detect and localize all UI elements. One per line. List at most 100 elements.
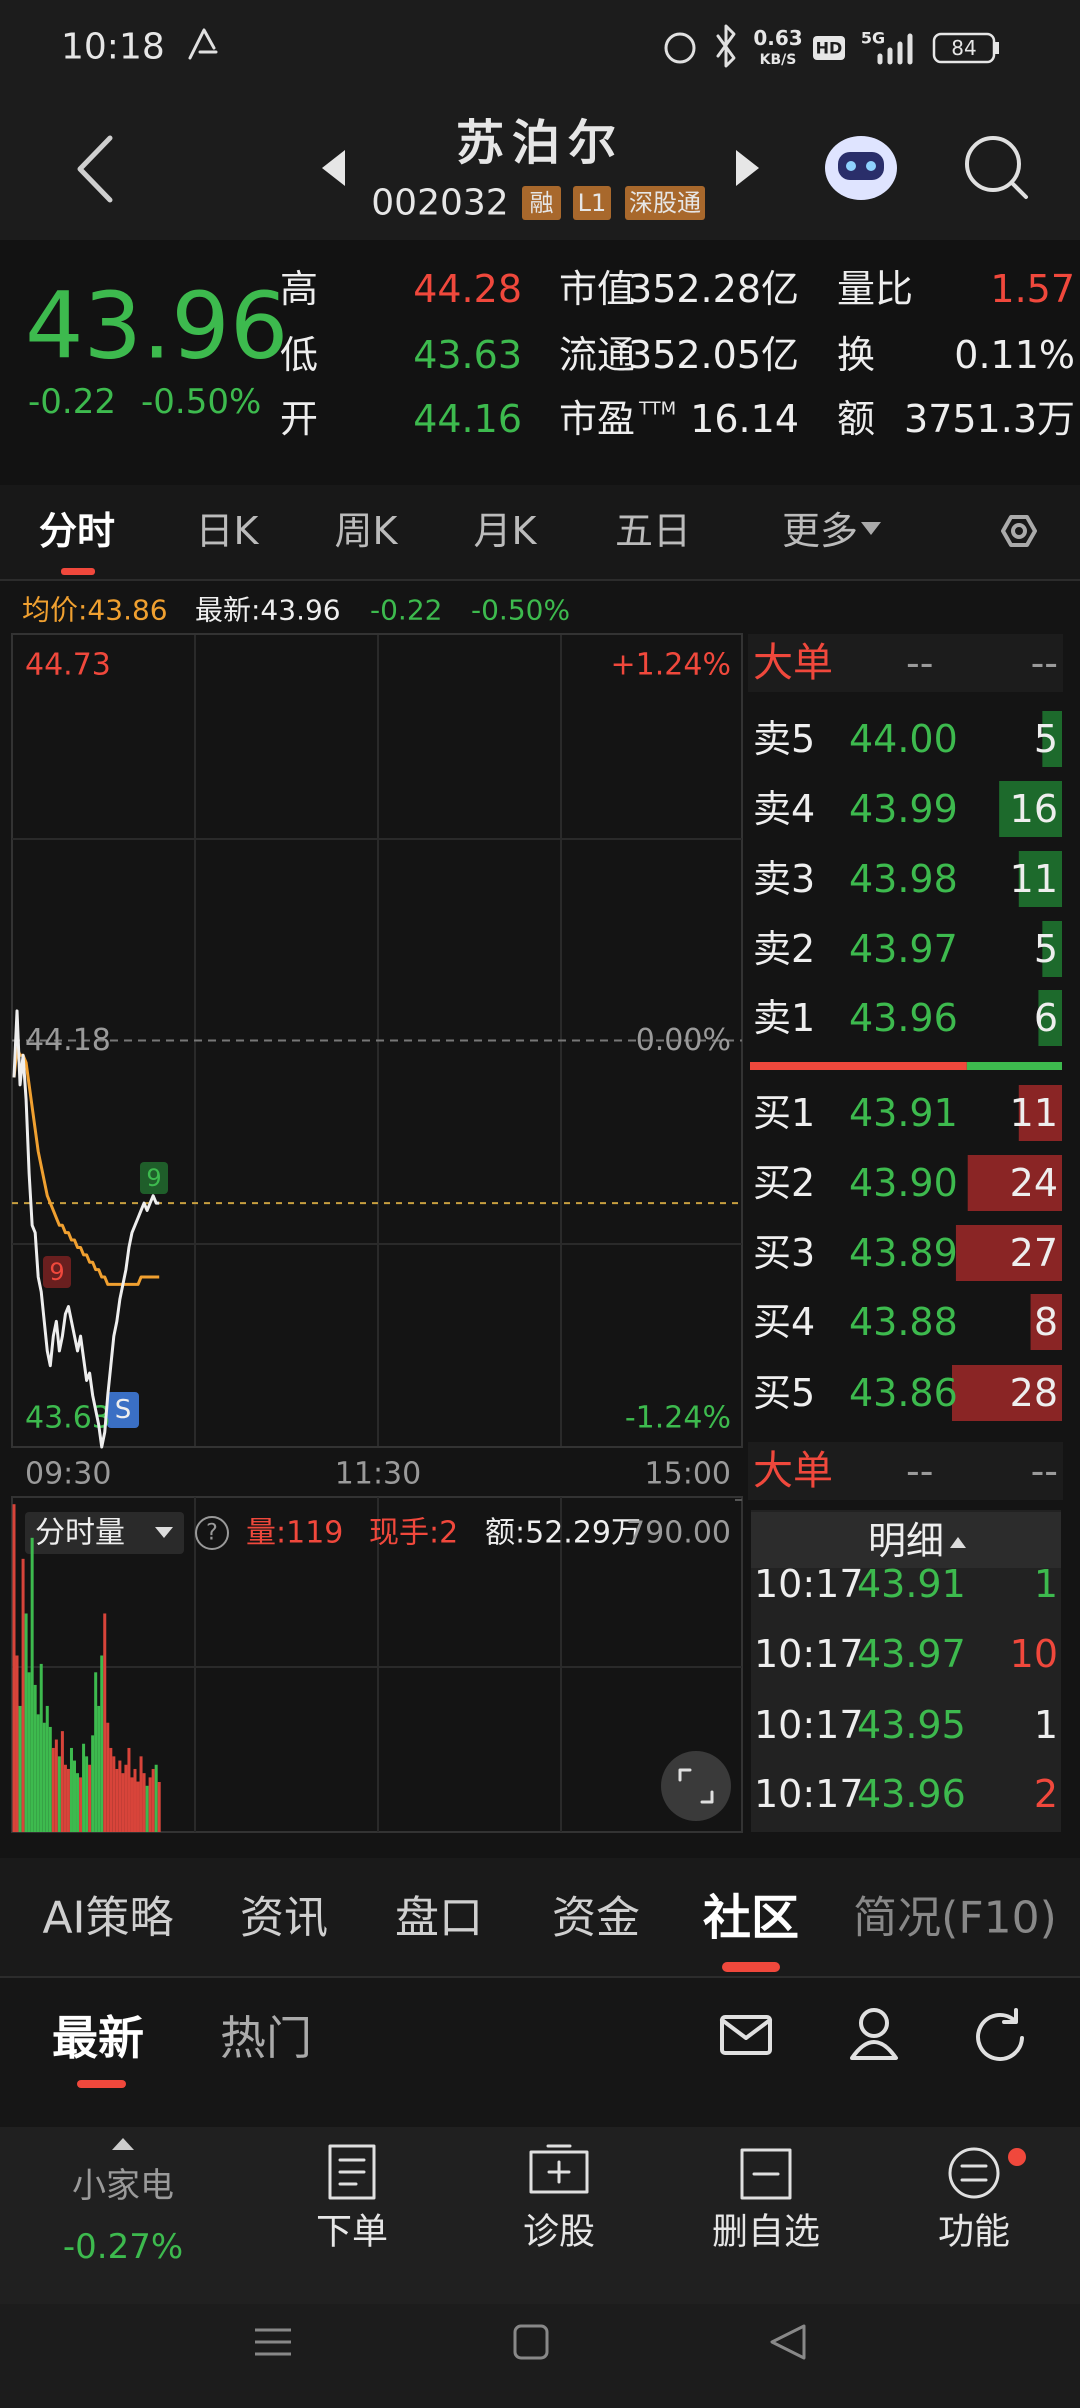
stock-name: 苏泊尔 — [456, 115, 624, 171]
volume-bar — [33, 1684, 37, 1832]
volume-bar — [79, 1777, 83, 1832]
trades-title: 明细 — [868, 1519, 944, 1563]
section-tab[interactable]: 社区 — [703, 1890, 799, 1946]
stat-value: 352.05亿 — [628, 333, 799, 377]
help-circle[interactable] — [195, 1516, 229, 1550]
volume-bar — [121, 1773, 125, 1832]
profile-button[interactable] — [859, 2008, 889, 2038]
stat-label: 高 — [280, 267, 318, 311]
volume-selector[interactable]: 分时量 — [35, 1516, 125, 1551]
mail-button[interactable] — [720, 2015, 772, 2055]
chart-tab[interactable]: 日K — [196, 509, 260, 553]
chart-tab[interactable]: 月K — [474, 509, 538, 553]
stat-value: 1.57 — [990, 267, 1075, 311]
volume-bar — [124, 1764, 128, 1832]
depth-price: 43.88 — [849, 1300, 958, 1344]
amount: 额:52.29万 — [485, 1516, 641, 1551]
menu-key[interactable] — [255, 2328, 291, 2356]
big-order-bg — [748, 1442, 1063, 1500]
price-change-pct: -0.50% — [141, 382, 261, 422]
trade-volume: 1 — [1034, 1703, 1058, 1747]
battery-label: 84 — [951, 36, 976, 60]
order-icon — [328, 2144, 376, 2200]
depth-price: 43.99 — [849, 787, 958, 831]
volume-bar — [82, 1743, 86, 1832]
depth-volume: 28 — [1010, 1371, 1058, 1415]
settings-button[interactable] — [1001, 515, 1037, 547]
back-button[interactable] — [77, 135, 113, 203]
depth-label: 卖3 — [753, 857, 815, 901]
selector-box[interactable] — [25, 1512, 184, 1554]
trade-volume: 1 — [1034, 1562, 1058, 1606]
stat-label: 市盈 — [559, 397, 635, 441]
tag-badge — [625, 186, 705, 220]
info-change: -0.22 — [370, 594, 442, 627]
depth-volume: 11 — [1010, 857, 1058, 901]
chart-tab[interactable]: 更多 — [782, 509, 858, 553]
volume-bar — [85, 1756, 89, 1832]
stat-value: 44.28 — [413, 267, 522, 311]
nav-item[interactable]: 下单 — [316, 2212, 388, 2253]
stat-value: 44.16 — [413, 397, 522, 441]
function-icon-lines — [960, 2164, 988, 2182]
search-button[interactable] — [965, 136, 1021, 192]
chart-tab[interactable]: 周K — [335, 509, 399, 553]
volume-bar — [103, 1613, 107, 1832]
depth-bar — [1018, 851, 1062, 907]
feed-tab[interactable]: 热门 — [220, 2011, 312, 2065]
volume-bar — [127, 1747, 131, 1832]
volume-bar — [97, 1705, 101, 1832]
nav-item[interactable]: 功能 — [938, 2212, 1010, 2253]
depth-price: 43.96 — [849, 996, 958, 1040]
nav-item[interactable]: 诊股 — [523, 2212, 595, 2253]
section-tab[interactable]: 资讯 — [240, 1893, 328, 1944]
depth-price: 43.86 — [849, 1371, 958, 1415]
depth-bar — [1038, 990, 1062, 1046]
volume-bar — [45, 1705, 49, 1832]
tag-label: 融 — [530, 189, 554, 217]
feed-tab[interactable]: 最新 — [52, 2011, 144, 2065]
volume-bar — [154, 1764, 158, 1832]
volume-bar — [39, 1663, 43, 1832]
trade-time: 10:17 — [754, 1562, 864, 1606]
volume-bar — [76, 1773, 80, 1832]
nav-item[interactable]: 删自选 — [712, 2212, 820, 2253]
depth-price: 43.90 — [849, 1161, 958, 1205]
robot-icon[interactable] — [825, 136, 897, 200]
volume-bar — [27, 1672, 31, 1832]
volume-bar — [88, 1764, 92, 1832]
expand-button[interactable] — [661, 1751, 731, 1821]
sector-name[interactable]: 小家电 — [72, 2166, 174, 2206]
section-tab[interactable]: 简况(F10) — [853, 1893, 1057, 1944]
pct-label: -1.24% — [625, 1401, 731, 1436]
depth-price: 43.91 — [849, 1091, 958, 1135]
trades-header[interactable] — [751, 1512, 1061, 1568]
chart-tab[interactable]: 五日 — [615, 509, 691, 553]
signal: S — [115, 1395, 132, 1425]
search-handle — [1010, 181, 1028, 199]
volume-bar — [21, 1558, 25, 1832]
stat-label: 量比 — [837, 267, 913, 311]
depth-label: 买4 — [753, 1300, 815, 1344]
remove-icon — [740, 2148, 792, 2200]
alarm-icon — [664, 32, 696, 64]
trade-price: 43.96 — [857, 1772, 966, 1816]
chart-tab[interactable]: 分时 — [39, 509, 115, 553]
depth-volume: 8 — [1034, 1300, 1058, 1344]
pct-label: 0.00% — [636, 1023, 731, 1058]
section-tab[interactable]: 资金 — [552, 1893, 640, 1944]
next-stock[interactable] — [736, 150, 759, 186]
volume-bar — [69, 1747, 73, 1832]
depth-volume: 16 — [1010, 787, 1058, 831]
volume-bar — [133, 1768, 137, 1832]
x-tick-label: 15:00 — [645, 1457, 731, 1492]
home-key[interactable] — [513, 2324, 549, 2360]
stat-label: 市值 — [559, 267, 635, 311]
tabs-bg — [0, 485, 1080, 580]
section-tab[interactable]: AI策略 — [42, 1893, 173, 1944]
refresh-button[interactable] — [976, 2008, 1024, 2061]
section-tab[interactable]: 盘口 — [395, 1893, 483, 1944]
prev-stock[interactable] — [322, 150, 345, 186]
back-key[interactable] — [770, 2324, 806, 2360]
more-arrow — [861, 522, 881, 535]
